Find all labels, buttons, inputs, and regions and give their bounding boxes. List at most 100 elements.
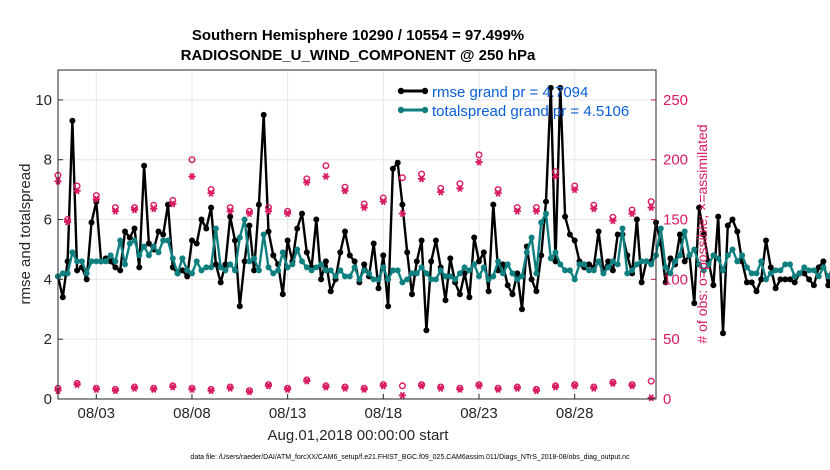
data-point: [294, 246, 301, 253]
data-point: [227, 261, 234, 268]
data-point: [791, 273, 798, 280]
data-point: [112, 258, 119, 265]
data-point: [495, 258, 502, 265]
data-point: [648, 261, 655, 268]
data-point: [155, 249, 162, 256]
obs-assimilated-marker: [341, 384, 349, 392]
obs-assimilated-marker: [590, 384, 598, 392]
asterisk-stroke: [514, 207, 520, 215]
asterisk-stroke: [112, 387, 118, 395]
data-point: [179, 267, 186, 274]
data-point: [566, 231, 573, 238]
data-point: [763, 237, 769, 244]
data-point: [810, 282, 817, 289]
asterisk-stroke: [323, 383, 329, 391]
data-point: [724, 252, 731, 259]
obs-assimilated-marker: [551, 383, 560, 391]
asterisk-stroke: [304, 178, 310, 187]
obs-assimilated-marker: [322, 172, 330, 181]
data-point: [74, 267, 81, 274]
obs-assimilated-marker: [609, 217, 617, 225]
data-point: [782, 276, 789, 283]
x-tick-label: 08/13: [269, 405, 307, 422]
data-point: [571, 237, 578, 244]
data-point: [78, 258, 85, 265]
data-point: [294, 225, 301, 232]
data-point: [370, 240, 377, 247]
data-point: [265, 228, 272, 235]
obs-possible-marker: [398, 382, 406, 390]
data-point: [447, 255, 454, 262]
data-point: [318, 261, 325, 268]
y-left-tick-label: 8: [44, 152, 52, 169]
legend-rmse-label: rmse grand pr = 4.7094: [432, 84, 588, 101]
asterisk-stroke: [151, 205, 157, 213]
asterisk-stroke: [419, 175, 425, 183]
data-point: [471, 234, 478, 241]
data-point: [543, 198, 549, 205]
asterisk-stroke: [629, 382, 635, 390]
data-point: [351, 258, 358, 265]
asterisk-stroke: [65, 218, 71, 226]
data-point: [557, 261, 564, 268]
data-point: [499, 270, 506, 277]
data-point: [222, 267, 229, 274]
data-point: [165, 237, 171, 244]
data-point: [289, 261, 296, 268]
data-point: [174, 270, 181, 277]
data-point: [122, 261, 128, 268]
data-point: [342, 228, 348, 235]
data-point: [509, 291, 516, 298]
data-point: [246, 222, 253, 229]
data-point: [576, 261, 583, 268]
data-point: [748, 270, 755, 277]
obs-assimilated-marker: [264, 382, 273, 390]
data-point: [514, 276, 521, 283]
asterisk-stroke: [419, 382, 425, 390]
data-point: [815, 273, 822, 280]
data-point: [246, 258, 253, 265]
obs-assimilated-marker: [379, 382, 387, 390]
obs-assimilated-marker: [398, 391, 406, 399]
data-point: [820, 258, 827, 265]
data-point: [504, 261, 511, 268]
obs-assimilated-marker: [513, 207, 521, 215]
data-point: [514, 270, 521, 277]
data-point: [528, 276, 535, 283]
asterisk-stroke: [265, 207, 272, 215]
obs-assimilated-marker: [360, 203, 368, 212]
data-point: [758, 258, 765, 265]
data-point: [562, 267, 569, 274]
data-point: [375, 276, 382, 283]
data-point: [141, 162, 148, 169]
data-point: [763, 276, 769, 283]
obs-possible-marker: [552, 168, 560, 176]
data-point: [303, 264, 310, 271]
data-point: [126, 240, 133, 247]
obs-assimilated-marker: [571, 382, 579, 390]
obs-assimilated-marker: [437, 384, 445, 392]
legend-rmse-marker: [397, 87, 405, 95]
data-point: [528, 234, 535, 241]
data-point: [169, 255, 176, 262]
asterisk-stroke: [170, 383, 176, 391]
asterisk-stroke: [246, 209, 252, 218]
data-point: [724, 222, 731, 229]
data-point: [753, 288, 760, 295]
data-point: [681, 228, 688, 235]
obs-possible-marker: [475, 151, 483, 159]
data-point: [619, 225, 626, 232]
data-point: [236, 303, 243, 310]
obs-assimilated-marker: [73, 187, 81, 195]
data-point: [485, 288, 492, 295]
data-point: [351, 264, 358, 271]
obs-assimilated-marker: [303, 178, 311, 187]
data-point: [275, 267, 282, 274]
data-point: [428, 258, 435, 265]
y-left-tick-label: 2: [44, 331, 52, 348]
data-point: [696, 204, 703, 211]
data-point: [74, 258, 81, 265]
data-point: [313, 264, 320, 271]
data-point: [136, 264, 143, 271]
data-point: [299, 210, 305, 217]
